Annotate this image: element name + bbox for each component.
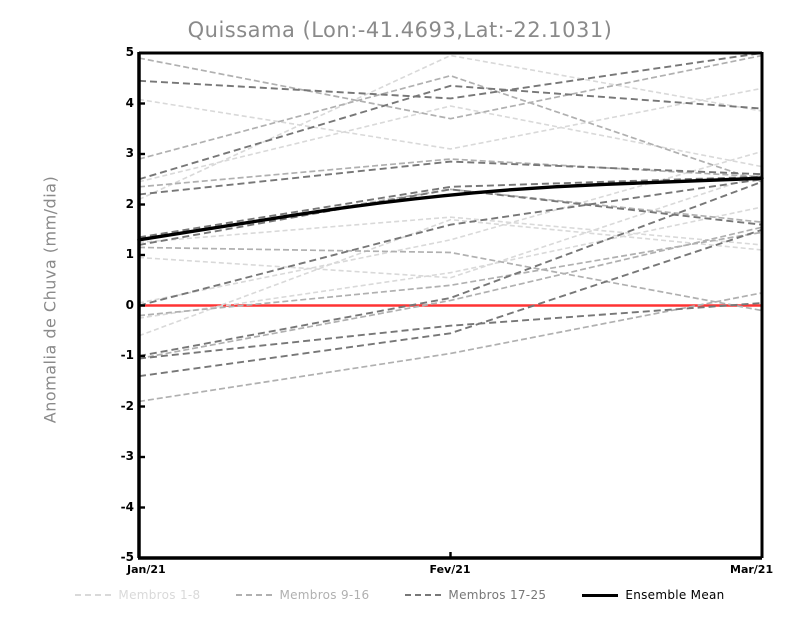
series-line-member-19 [138,160,763,196]
series-line-member-17 [138,52,763,100]
series-line-member-5 [138,173,763,279]
chart-legend: Membros 1-8 Membros 9-16 Membros 17-25 Ense… [0,588,800,602]
series-line-member-11 [138,158,763,188]
legend-label: Membros 17-25 [448,588,547,602]
legend-item-4[interactable]: Ensemble Mean [582,588,724,602]
x-tick-label: Mar/21 [730,563,774,576]
legend-line-swatch [236,594,273,596]
legend-label: Membros 1-8 [118,588,201,602]
series-line-member-7 [138,206,763,319]
series-line-member-6 [138,150,763,304]
series-line-member-4 [138,216,763,246]
series-line-member-18 [138,84,763,181]
series-line-ensemble-mean [137,176,764,242]
y-tick-label-text: 5 [125,45,134,59]
legend-label: Ensemble Mean [625,588,725,602]
legend-line-swatch [582,593,619,597]
legend-label: Membros 9-16 [279,588,370,602]
legend-item-3[interactable]: Membros 17-25 [405,588,546,602]
y-tick-label-text: 4 [125,95,134,110]
legend-line-swatch [405,594,442,596]
chart-title: Quissama (Lon:-41.4693,Lat:-22.1031) [187,18,613,42]
y-tick-label-text: 1 [125,247,134,261]
series-line-member-13 [138,246,763,312]
series-line-member-15 [138,226,763,360]
x-tick-label: Fev/21 [429,563,471,576]
series-line-member-22 [138,178,763,307]
series-line-member-3 [138,54,763,201]
series-line-member-16 [138,292,763,403]
y-tick-label-text: -5 [120,550,134,564]
series-line-member-12 [138,188,763,241]
series-line-member-10 [138,74,763,183]
series-line-member-9 [138,54,763,120]
legend-line-swatch [75,594,112,596]
series-line-member-1 [138,87,763,150]
series-line-member-25 [138,302,763,360]
legend-item-2[interactable]: Membros 9-16 [236,588,369,602]
y-tick-label-text: -3 [120,449,134,463]
y-tick-label-text: 2 [125,196,134,211]
y-tick-label-text: -4 [120,499,134,514]
series-line-member-23 [138,180,763,357]
x-tick-label: Jan/21 [127,563,166,576]
series-line-member-24 [138,228,763,378]
series-line-member-14 [138,231,763,317]
legend-item-1[interactable]: Membros 1-8 [75,588,200,602]
y-tick-label-text: 3 [125,146,134,160]
y-tick-label-text: -1 [120,348,134,362]
y-tick-label-text: 0 [125,297,134,312]
series-line-member-21 [138,188,763,246]
series-line-member-8 [138,218,763,337]
y-tick-label-text: -2 [120,398,134,413]
series-line-member-20 [138,175,763,239]
